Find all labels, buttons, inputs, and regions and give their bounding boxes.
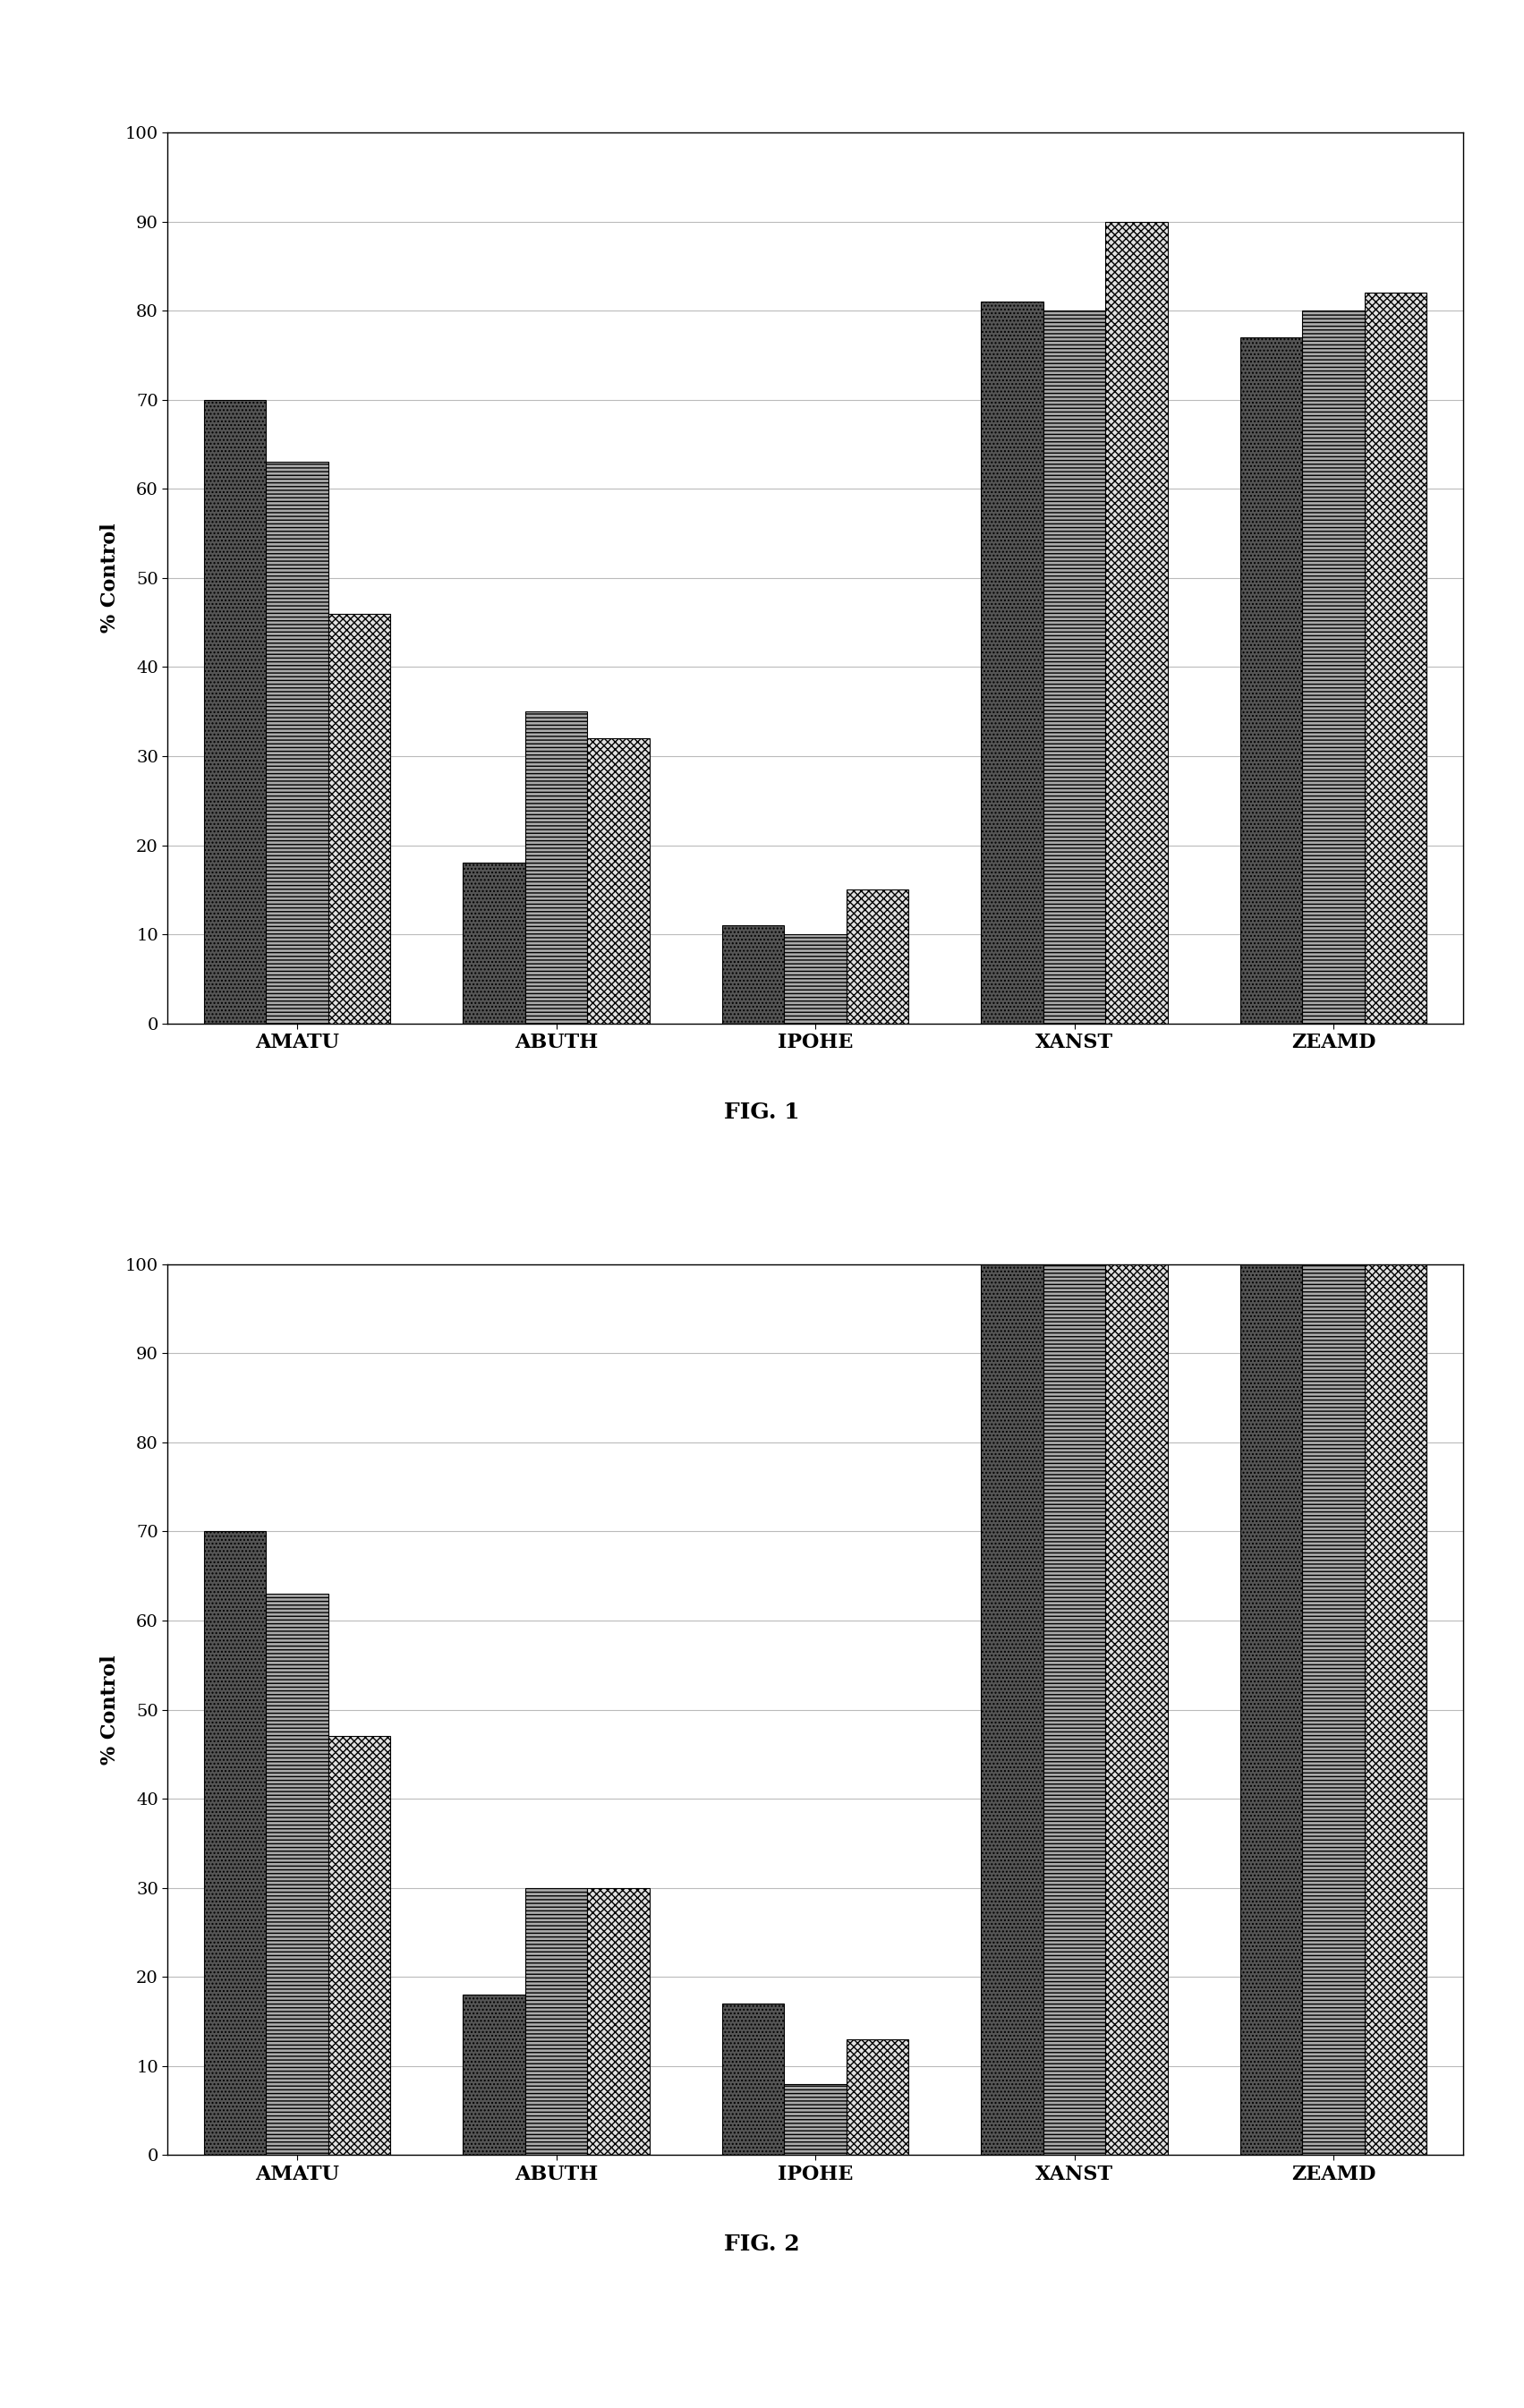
Bar — [526, 713, 587, 1023]
Bar — [1044, 1264, 1105, 2155]
Bar — [267, 1594, 328, 2155]
Bar — [463, 862, 526, 1023]
Bar — [267, 462, 328, 1023]
Bar — [526, 1888, 587, 2155]
Bar — [1303, 311, 1364, 1023]
Bar — [1044, 311, 1105, 1023]
Bar — [981, 301, 1044, 1023]
Bar — [1364, 1264, 1426, 2155]
Bar — [1241, 1264, 1303, 2155]
Bar — [1303, 1264, 1364, 2155]
Bar — [846, 891, 908, 1023]
Bar — [785, 934, 846, 1023]
Text: FIG. 2: FIG. 2 — [724, 2235, 800, 2254]
Bar — [1105, 222, 1167, 1023]
Bar — [846, 2040, 908, 2155]
Bar — [328, 614, 390, 1023]
Bar — [463, 1994, 526, 2155]
Bar — [722, 925, 785, 1023]
Bar — [1364, 294, 1426, 1023]
Y-axis label: % Control: % Control — [101, 1654, 120, 1765]
Bar — [1105, 1264, 1167, 2155]
Bar — [204, 400, 267, 1023]
Bar — [785, 2083, 846, 2155]
Y-axis label: % Control: % Control — [101, 523, 120, 633]
Bar — [204, 1531, 267, 2155]
Bar — [587, 739, 649, 1023]
Bar — [587, 1888, 649, 2155]
Bar — [722, 2003, 785, 2155]
Bar — [981, 1264, 1044, 2155]
Text: FIG. 1: FIG. 1 — [724, 1103, 800, 1122]
Bar — [328, 1736, 390, 2155]
Bar — [1241, 337, 1303, 1023]
